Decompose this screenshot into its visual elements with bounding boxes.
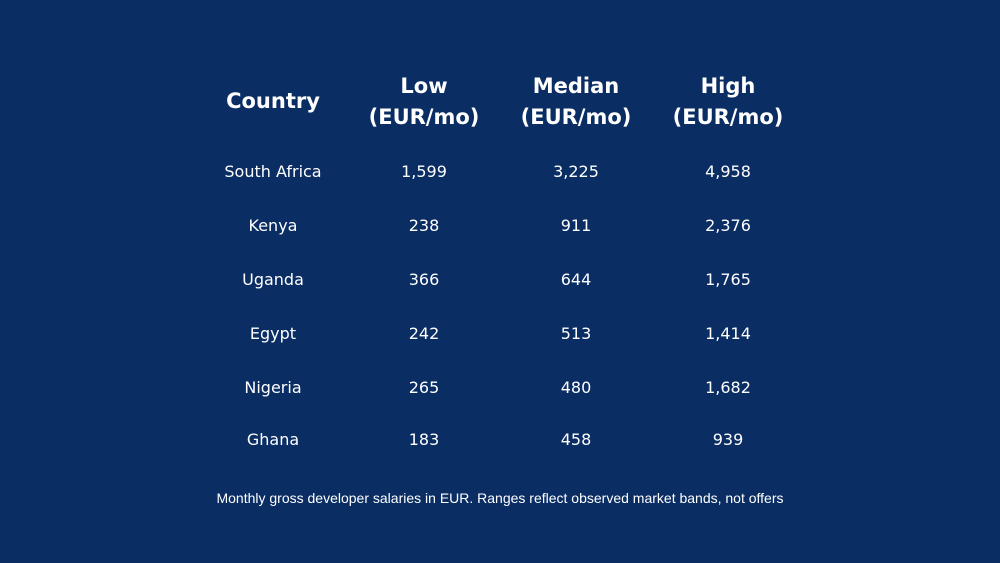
table-row: Egypt 242 513 1,414 [0,322,1000,346]
header-high-line-2: (EUR/mo) [672,105,784,129]
header-country-label: Country [226,89,320,113]
cell-country: Ghana [246,430,300,449]
header-median-line-2: (EUR/mo) [520,105,632,129]
header-median: Median (EUR/mo) [496,71,656,133]
cell-low: 265 [408,378,440,397]
cell-high: 1,682 [705,378,751,397]
header-high: High (EUR/mo) [648,71,808,133]
footnote: Monthly gross developer salaries in EUR.… [216,490,784,506]
header-median-line-1: Median [532,74,620,98]
header-high-line-1: High [700,74,756,98]
cell-high: 1,765 [705,270,751,289]
header-low-line-2: (EUR/mo) [368,105,480,129]
cell-country: Egypt [249,324,297,343]
cell-low: 238 [408,216,440,235]
cell-median: 458 [560,430,592,449]
cell-low: 1,599 [401,162,447,181]
cell-country: Kenya [248,216,298,235]
table-row: South Africa 1,599 3,225 4,958 [0,160,1000,184]
cell-low: 183 [408,430,440,449]
cell-low: 242 [408,324,440,343]
cell-median: 480 [560,378,592,397]
cell-median: 644 [560,270,592,289]
cell-country: Uganda [242,270,304,289]
header-low: Low (EUR/mo) [344,71,504,133]
cell-country: Nigeria [244,378,302,397]
table-row: Uganda 366 644 1,765 [0,268,1000,292]
cell-high: 939 [712,430,744,449]
header-low-line-1: Low [400,74,448,98]
table-row: Ghana 183 458 939 [0,428,1000,452]
cell-median: 513 [560,324,592,343]
table-row: Nigeria 265 480 1,682 [0,376,1000,400]
cell-high: 4,958 [705,162,751,181]
cell-country: South Africa [224,162,322,181]
cell-high: 1,414 [705,324,751,343]
cell-median: 911 [560,216,592,235]
header-country: Country [198,86,348,117]
cell-high: 2,376 [705,216,751,235]
cell-low: 366 [408,270,440,289]
table-row: Kenya 238 911 2,376 [0,214,1000,238]
cell-median: 3,225 [553,162,599,181]
